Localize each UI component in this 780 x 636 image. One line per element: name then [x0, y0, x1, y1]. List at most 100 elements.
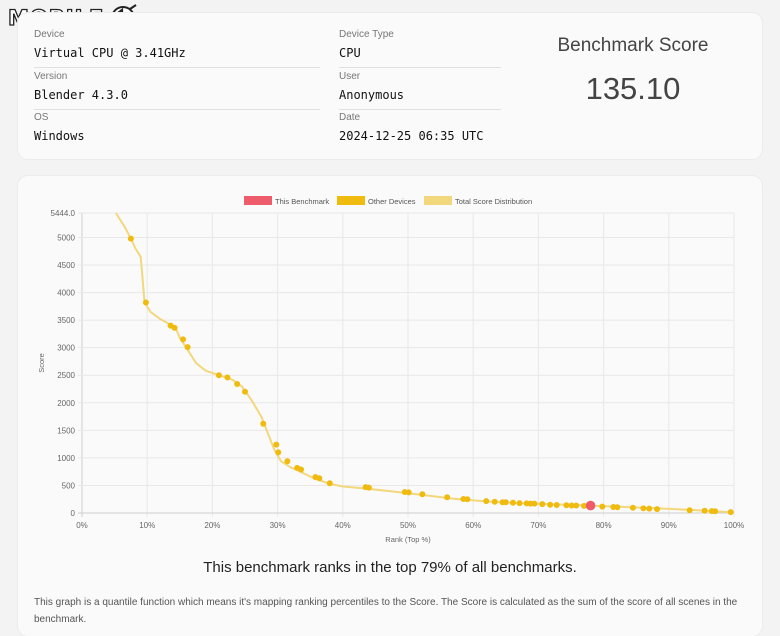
y-tick-label: 500	[62, 481, 76, 490]
other-device-point	[531, 500, 538, 507]
other-device-point	[444, 494, 451, 501]
legend-swatch	[244, 196, 272, 205]
user-value: Anonymous	[339, 88, 405, 102]
os-value: Windows	[34, 129, 85, 143]
x-axis-title: Rank (Top %)	[385, 535, 431, 544]
date-field: Date 2024-12-25 06:35 UTC	[339, 112, 501, 143]
legend-swatch	[337, 196, 365, 205]
x-tick-label: 100%	[724, 521, 744, 530]
x-tick-label: 60%	[465, 521, 481, 530]
device-info-card: Device Virtual CPU @ 3.41GHz Version Ble…	[18, 13, 762, 159]
other-device-point	[234, 381, 241, 388]
version-label: Version	[34, 71, 68, 82]
other-device-point	[184, 344, 191, 351]
benchmark-score-box: Benchmark Score 135.10	[528, 35, 738, 107]
user-label: User	[339, 71, 361, 82]
y-tick-label: 5000	[57, 233, 75, 242]
quantile-chart: 0% 10% 20% 30% 40% 50% 60% 70% 80% 90% 100% 5444.0 5…	[37, 196, 744, 544]
x-tick-label: 20%	[204, 521, 220, 530]
y-tick-label: 3000	[57, 344, 75, 353]
legend-label: Other Devices	[368, 197, 416, 206]
other-device-point	[316, 475, 323, 482]
device-type-value: CPU	[339, 46, 361, 60]
other-device-point	[215, 372, 222, 379]
other-device-point	[599, 503, 606, 510]
other-device-point	[563, 502, 570, 509]
x-tick-label: 80%	[596, 521, 612, 530]
other-device-point	[516, 500, 523, 507]
y-axis-title: Score	[37, 353, 46, 373]
y-tick-label: 3500	[57, 316, 75, 325]
other-device-point	[539, 501, 546, 508]
other-device-point	[242, 388, 248, 395]
other-device-point	[284, 458, 291, 465]
legend-swatch	[424, 196, 452, 205]
other-device-point	[654, 506, 661, 513]
other-device-point	[581, 502, 588, 509]
x-tick-label: 10%	[139, 521, 155, 530]
x-tick-label: 50%	[400, 521, 416, 530]
legend-label: Total Score Distribution	[455, 197, 532, 206]
y-tick-label: 1500	[57, 426, 75, 435]
other-device-point	[273, 441, 280, 448]
y-tick-label: 1000	[57, 454, 75, 463]
other-device-point	[224, 374, 231, 381]
other-device-point	[701, 507, 708, 514]
other-device-point	[502, 499, 509, 506]
y-tick-label: 0	[71, 509, 76, 518]
other-device-point	[419, 491, 426, 498]
other-device-point	[464, 496, 471, 503]
other-device-point	[547, 501, 554, 508]
user-field: User Anonymous	[339, 71, 501, 110]
other-device-point	[365, 484, 372, 491]
legend-label: This Benchmark	[275, 197, 329, 206]
chart-card: 0% 10% 20% 30% 40% 50% 60% 70% 80% 90% 100% 5444.0 5…	[18, 176, 762, 636]
version-field: Version Blender 4.3.0	[34, 71, 320, 110]
benchmark-score-title: Benchmark Score	[557, 35, 709, 56]
device-field: Device Virtual CPU @ 3.41GHz	[34, 29, 320, 68]
other-device-point	[686, 507, 693, 514]
other-device-point	[491, 498, 498, 505]
other-device-point	[553, 502, 560, 509]
device-type-field: Device Type CPU	[339, 29, 501, 68]
other-device-point	[326, 480, 333, 487]
other-device-point	[298, 466, 305, 473]
device-label: Device	[34, 29, 65, 40]
x-tick-label: 30%	[270, 521, 286, 530]
benchmark-score-value: 135.10	[585, 71, 681, 106]
date-label: Date	[339, 112, 361, 123]
other-device-point	[629, 504, 636, 511]
y-tick-label: 4000	[57, 289, 75, 298]
other-device-point	[405, 489, 412, 496]
x-tick-label: 90%	[661, 521, 677, 530]
version-value: Blender 4.3.0	[34, 88, 128, 102]
other-device-point	[180, 336, 187, 343]
x-tick-label: 0%	[76, 521, 88, 530]
distribution-line	[115, 212, 733, 514]
device-type-label: Device Type	[339, 29, 394, 40]
x-tick-label: 40%	[335, 521, 351, 530]
x-tick-label: 70%	[530, 521, 546, 530]
other-device-point	[727, 509, 734, 516]
other-device-point	[573, 502, 580, 509]
other-device-point	[142, 299, 149, 306]
y-tick-label: 2000	[57, 399, 75, 408]
device-value: Virtual CPU @ 3.41GHz	[34, 46, 186, 60]
other-device-point	[568, 502, 575, 509]
y-tick-label: 5444.0	[51, 209, 76, 218]
other-device-point	[171, 324, 178, 331]
os-field: OS Windows	[34, 112, 320, 143]
os-label: OS	[34, 112, 49, 123]
other-device-point	[614, 504, 621, 511]
y-tick-label: 2500	[57, 371, 75, 380]
other-device-point	[260, 420, 267, 427]
other-device-point	[275, 449, 282, 456]
other-device-point	[712, 508, 719, 515]
ranks-text: This benchmark ranks in the top 79% of a…	[203, 559, 577, 576]
y-tick-label: 4500	[57, 261, 75, 270]
other-device-point	[483, 498, 490, 505]
date-value: 2024-12-25 06:35 UTC	[339, 129, 484, 143]
description-text: This graph is a quantile function which …	[34, 597, 738, 625]
other-device-point	[646, 505, 653, 512]
other-device-point	[640, 505, 647, 512]
